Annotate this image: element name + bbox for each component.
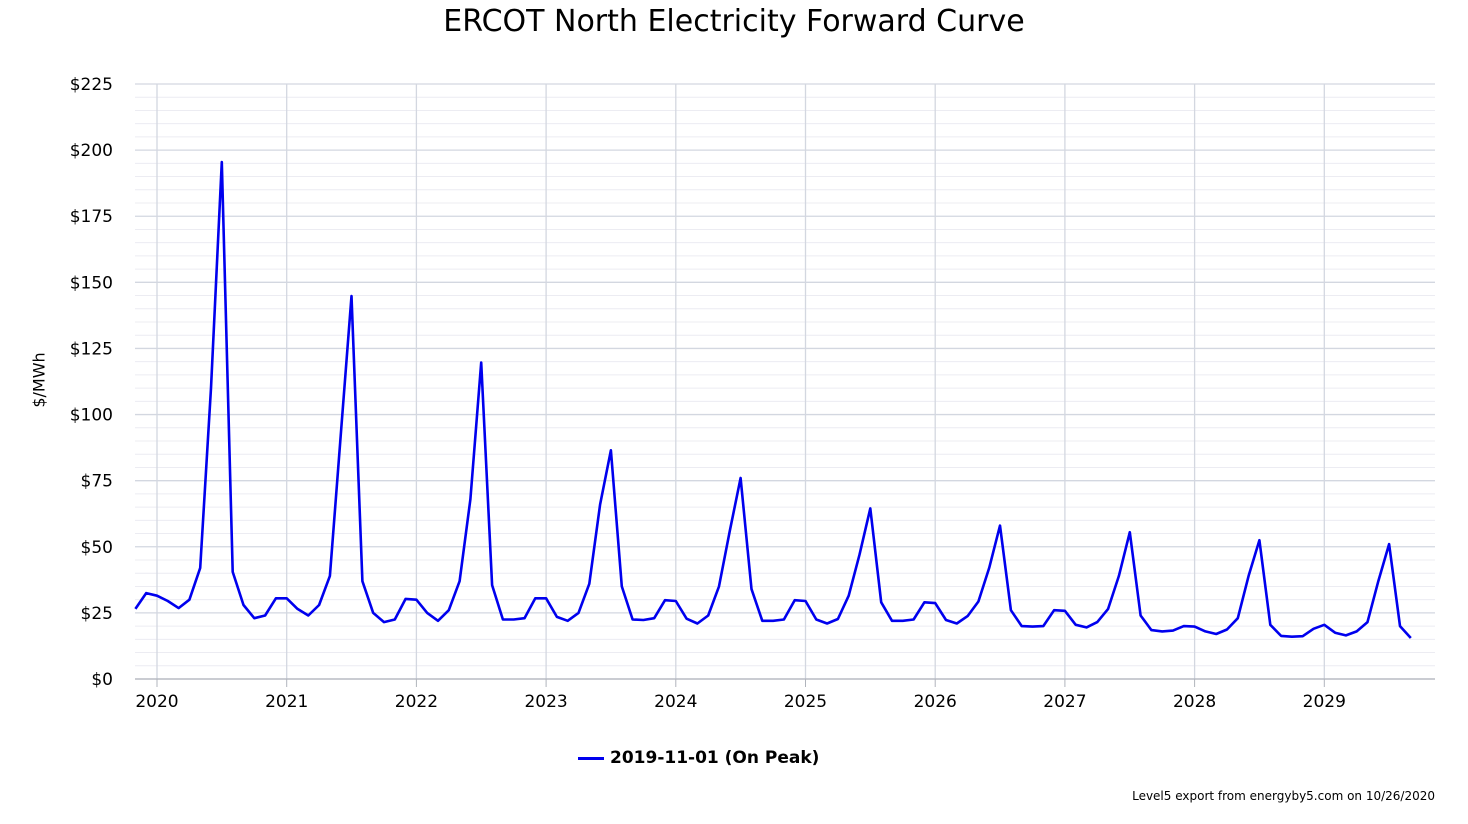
y-tick-label: $100 (70, 406, 113, 426)
x-tick-label: 2029 (1303, 692, 1346, 712)
y-tick-label: $150 (70, 273, 113, 293)
x-tick-label: 2024 (654, 692, 697, 712)
legend-label: 2019-11-01 (On Peak) (610, 748, 820, 768)
y-tick-label: $200 (70, 141, 113, 161)
x-tick-label: 2025 (784, 692, 827, 712)
export-credit: Level5 export from energyby5.com on 10/2… (1132, 789, 1435, 803)
y-tick-label: $225 (70, 75, 113, 95)
y-tick-label: $25 (81, 604, 113, 624)
x-tick-label: 2022 (395, 692, 438, 712)
legend[interactable]: 2019-11-01 (On Peak) (578, 748, 819, 768)
x-tick-label: 2026 (914, 692, 957, 712)
x-tick-label: 2027 (1043, 692, 1086, 712)
y-tick-label: $75 (81, 472, 113, 492)
x-tick-label: 2020 (135, 692, 178, 712)
x-tick-label: 2023 (524, 692, 567, 712)
series-line (134, 160, 1412, 639)
y-tick-label: $175 (70, 207, 113, 227)
legend-swatch (578, 756, 604, 760)
y-tick-label: $125 (70, 339, 113, 359)
y-tick-label: $50 (81, 538, 113, 558)
x-tick-label: 2028 (1173, 692, 1216, 712)
y-tick-label: $0 (91, 670, 113, 690)
x-tick-label: 2021 (265, 692, 308, 712)
chart-title: ERCOT North Electricity Forward Curve (443, 4, 1025, 39)
